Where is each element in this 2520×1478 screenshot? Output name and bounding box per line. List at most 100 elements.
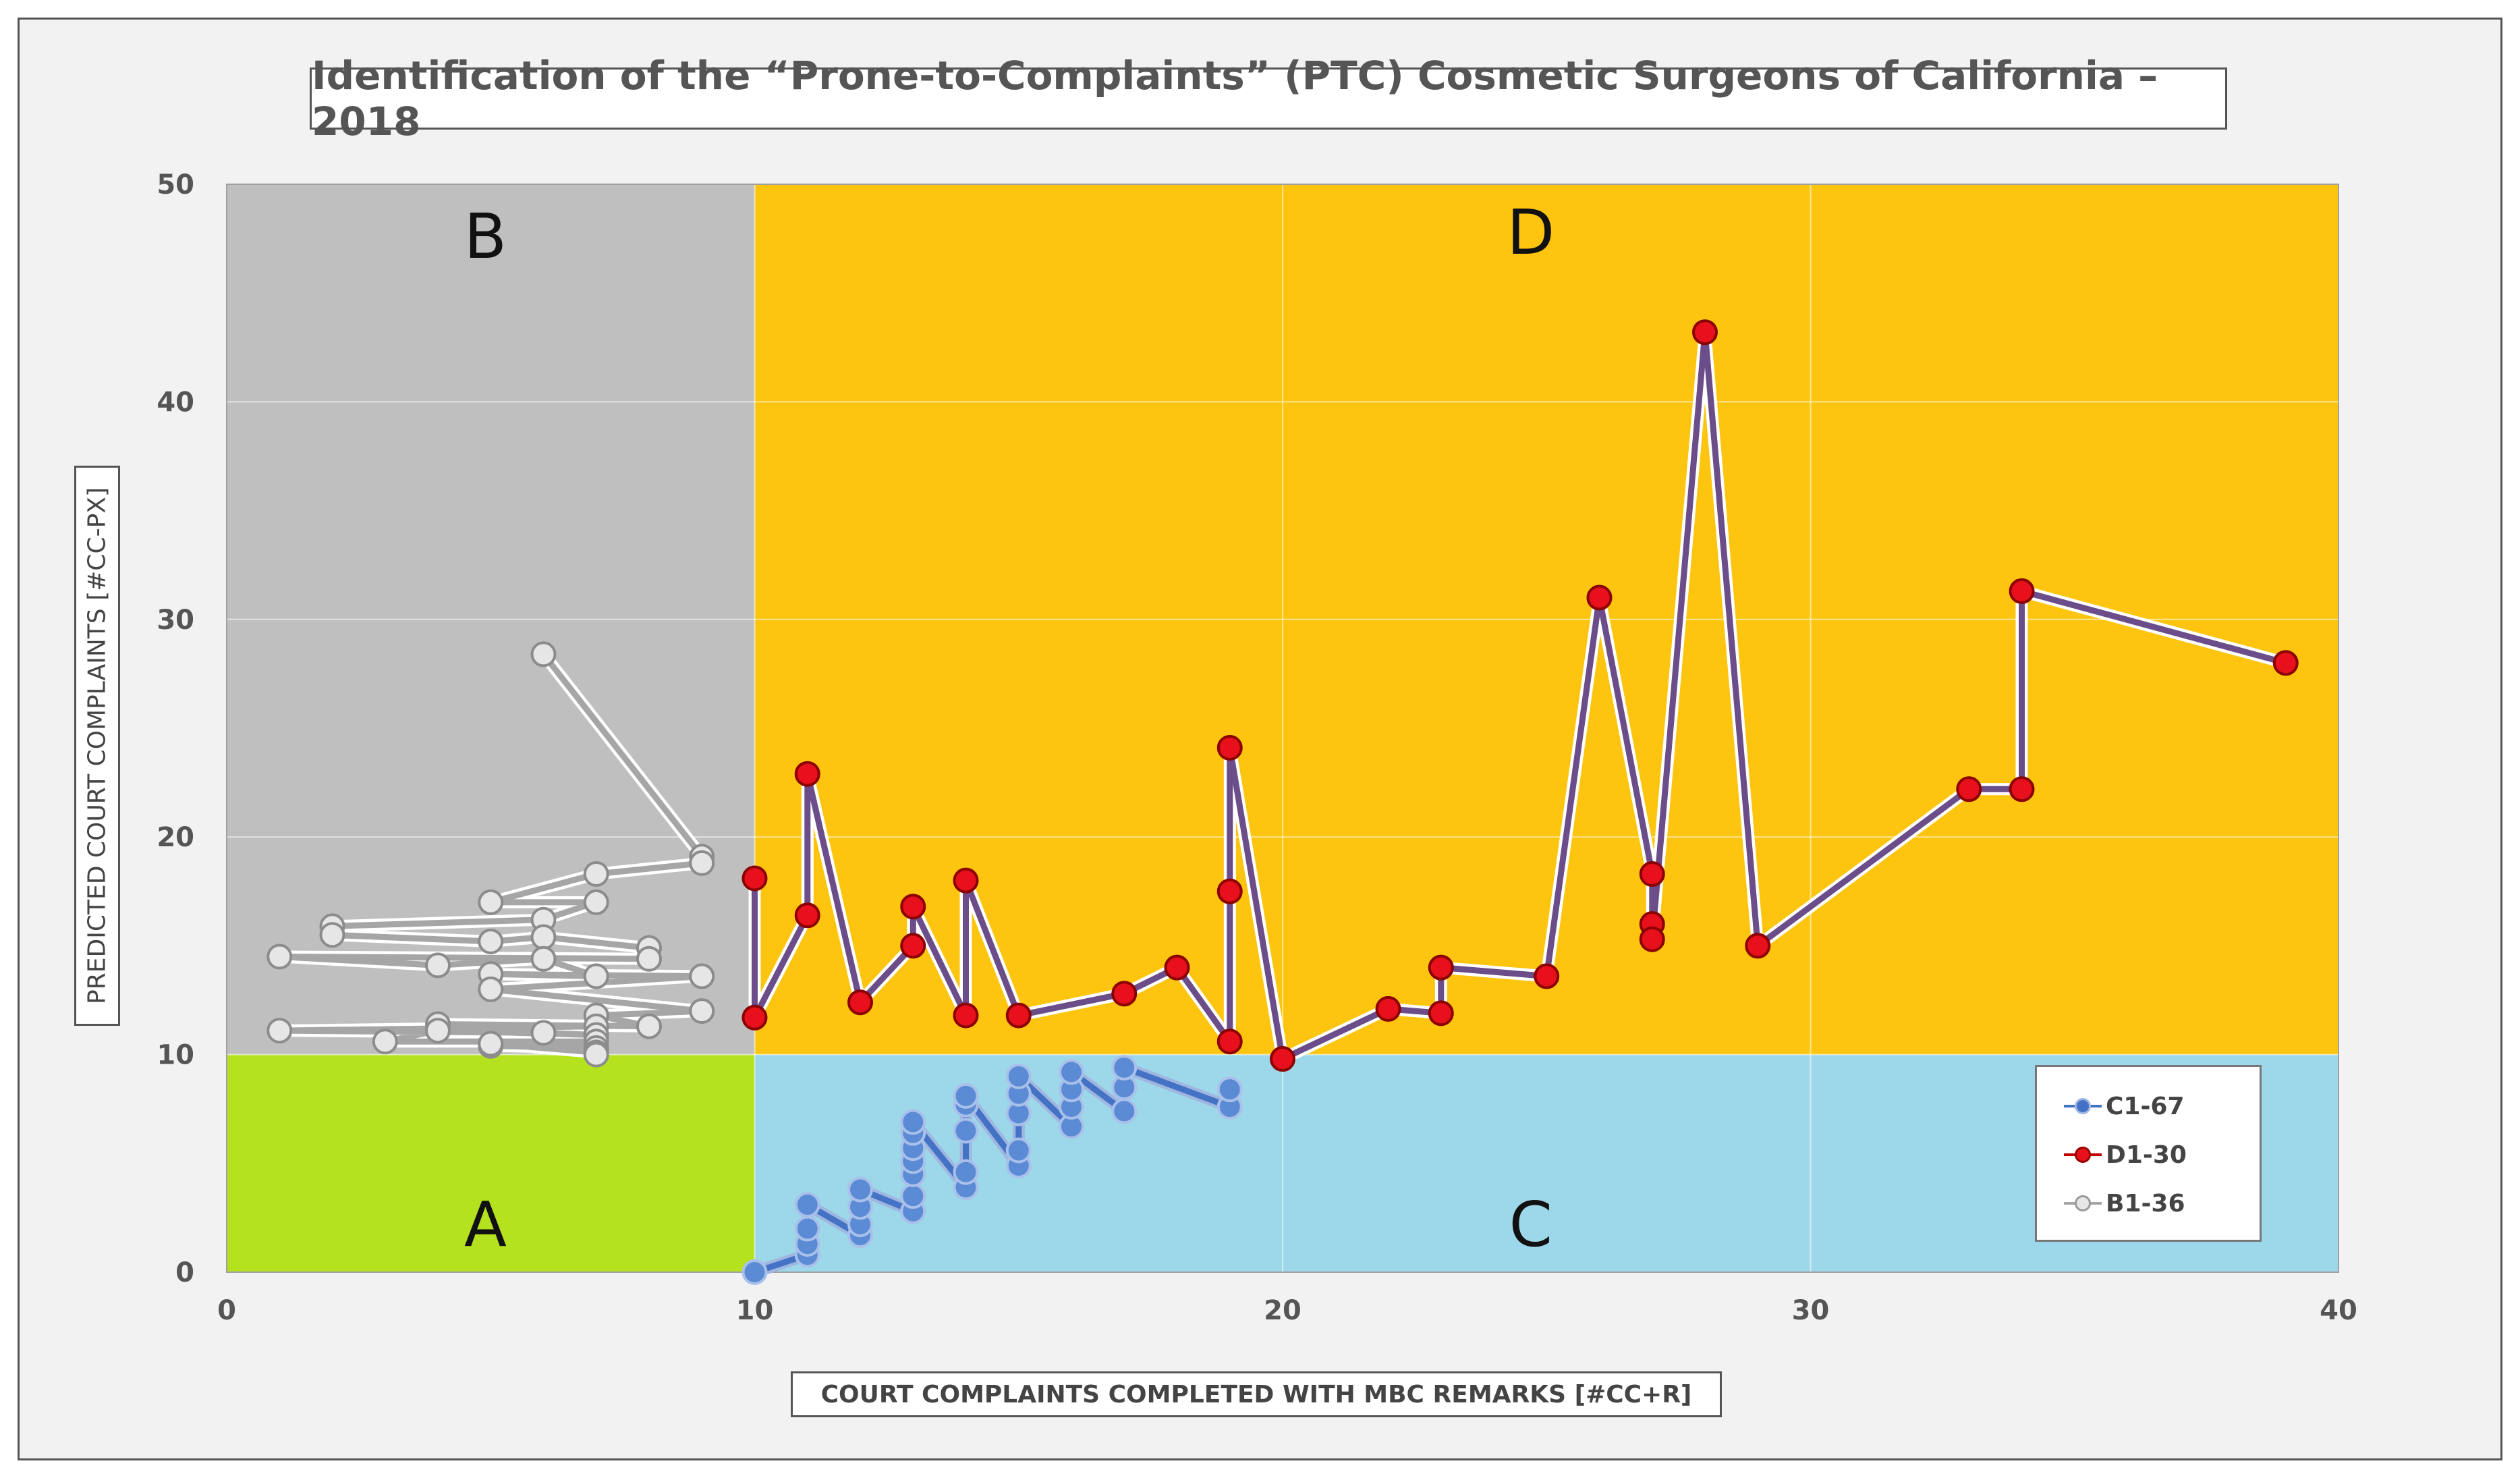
chart-title: Identification of the “Prone-to-Complain… xyxy=(310,53,2227,144)
x-tick-label: 30 xyxy=(1792,1295,1830,1326)
legend-swatch-b1-36 xyxy=(2064,1190,2102,1217)
data-point-d1-30 xyxy=(794,761,820,787)
quadrant-label-c: C xyxy=(1509,1188,1552,1261)
y-axis-label: PREDICTED COURT COMPLAINTS [#CC-PX] xyxy=(83,487,111,1004)
data-point-b1-36 xyxy=(319,922,345,948)
data-point-c1-67 xyxy=(953,1159,979,1185)
data-point-b1-36 xyxy=(478,889,504,915)
quadrant-a xyxy=(227,1054,755,1272)
data-point-b1-36 xyxy=(583,861,609,887)
data-point-b1-36 xyxy=(689,963,715,989)
data-point-c1-67 xyxy=(900,1109,926,1135)
data-point-d1-30 xyxy=(953,1002,979,1029)
data-point-c1-67 xyxy=(1111,1054,1138,1080)
legend-swatch-c1-67 xyxy=(2064,1093,2102,1120)
data-point-d1-30 xyxy=(1586,584,1613,611)
data-point-c1-67 xyxy=(794,1215,820,1242)
data-point-c1-67 xyxy=(741,1259,768,1285)
data-point-d1-30 xyxy=(847,989,873,1016)
legend-item-d1-30: D1-30 xyxy=(2064,1141,2187,1169)
data-point-d1-30 xyxy=(2272,650,2299,676)
legend-label-d1-30: D1-30 xyxy=(2106,1141,2187,1169)
data-point-c1-67 xyxy=(794,1192,820,1218)
data-point-c1-67 xyxy=(1111,1098,1138,1124)
data-point-b1-36 xyxy=(583,889,609,915)
data-point-b1-36 xyxy=(689,998,715,1024)
quadrant-label-d: D xyxy=(1507,196,1555,269)
data-point-c1-67 xyxy=(1059,1059,1084,1085)
data-point-b1-36 xyxy=(530,641,557,667)
legend-item-b1-36: B1-36 xyxy=(2064,1190,2185,1217)
data-point-d1-30 xyxy=(794,902,820,929)
data-point-d1-30 xyxy=(1216,878,1243,904)
data-point-c1-67 xyxy=(1216,1076,1243,1103)
data-point-b1-36 xyxy=(583,963,609,989)
data-point-d1-30 xyxy=(900,894,926,920)
y-tick-label: 30 xyxy=(157,605,194,636)
data-point-d1-30 xyxy=(1270,1046,1295,1072)
data-point-d1-30 xyxy=(1216,1029,1243,1055)
y-tick-label: 0 xyxy=(175,1257,194,1288)
data-point-c1-67 xyxy=(1005,1137,1032,1164)
data-point-b1-36 xyxy=(267,1018,293,1044)
data-point-d1-30 xyxy=(1639,926,1665,952)
series-line-d1-30 xyxy=(752,329,2287,1062)
x-tick-label: 0 xyxy=(217,1295,236,1326)
data-point-d1-30 xyxy=(1005,1002,1032,1029)
data-point-d1-30 xyxy=(1745,933,1771,959)
y-tick-label: 40 xyxy=(157,387,194,418)
data-point-b1-36 xyxy=(425,952,451,979)
legend-label-c1-67: C1-67 xyxy=(2106,1092,2185,1120)
data-point-d1-30 xyxy=(1428,954,1454,981)
x-tick-label: 20 xyxy=(1264,1295,1301,1326)
data-point-b1-36 xyxy=(478,1031,504,1057)
x-tick-label: 40 xyxy=(2320,1295,2357,1326)
data-point-d1-30 xyxy=(1639,861,1665,887)
data-point-b1-36 xyxy=(478,976,504,1002)
quadrant-label-b: B xyxy=(464,200,507,273)
data-point-b1-36 xyxy=(636,1013,662,1039)
data-point-b1-36 xyxy=(636,946,662,972)
data-point-d1-30 xyxy=(1216,735,1243,761)
data-point-d1-30 xyxy=(2009,776,2035,802)
legend-label-b1-36: B1-36 xyxy=(2106,1189,2185,1217)
x-axis-label: COURT COMPLAINTS COMPLETED WITH MBC REMA… xyxy=(791,1371,1722,1417)
data-point-b1-36 xyxy=(583,1041,609,1068)
data-point-d1-30 xyxy=(1375,995,1401,1022)
tick-label-layer: 0 10 20 30 40 0 10 20 30 40 50 xyxy=(157,169,2357,1326)
data-point-d1-30 xyxy=(741,865,768,892)
data-point-d1-30 xyxy=(741,1004,768,1031)
data-point-b1-36 xyxy=(530,946,557,972)
data-point-d1-30 xyxy=(2009,578,2035,604)
y-tick-label: 50 xyxy=(157,169,194,200)
y-tick-label: 20 xyxy=(157,822,194,853)
y-tick-label: 10 xyxy=(157,1040,194,1071)
data-point-c1-67 xyxy=(900,1183,926,1209)
data-point-c1-67 xyxy=(953,1118,979,1144)
data-point-b1-36 xyxy=(478,928,504,954)
data-point-d1-30 xyxy=(1956,776,1982,802)
quadrant-label-layer: A B C D xyxy=(464,196,1555,1261)
data-point-d1-30 xyxy=(1111,981,1138,1007)
legend-item-c1-67: C1-67 xyxy=(2064,1093,2185,1120)
data-point-d1-30 xyxy=(953,867,979,894)
data-point-b1-36 xyxy=(372,1029,398,1055)
legend-swatch-d1-30 xyxy=(2064,1141,2102,1168)
data-point-c1-67 xyxy=(953,1083,979,1109)
data-point-c1-67 xyxy=(847,1176,873,1203)
data-point-d1-30 xyxy=(1692,319,1718,346)
point-layer xyxy=(267,319,2299,1285)
data-point-b1-36 xyxy=(425,1018,451,1044)
data-point-d1-30 xyxy=(1534,963,1560,989)
data-point-d1-30 xyxy=(1164,954,1190,981)
plot-border xyxy=(226,184,2339,1273)
y-axis-label-box: PREDICTED COURT COMPLAINTS [#CC-PX] xyxy=(74,466,120,1026)
data-point-d1-30 xyxy=(900,933,926,959)
quadrant-label-a: A xyxy=(464,1188,507,1261)
data-point-b1-36 xyxy=(530,1020,557,1046)
data-point-b1-36 xyxy=(530,924,557,950)
x-tick-label: 10 xyxy=(736,1295,774,1326)
data-point-d1-30 xyxy=(1428,1000,1454,1027)
legend: C1-67 D1-30 B1-36 xyxy=(2035,1065,2262,1242)
